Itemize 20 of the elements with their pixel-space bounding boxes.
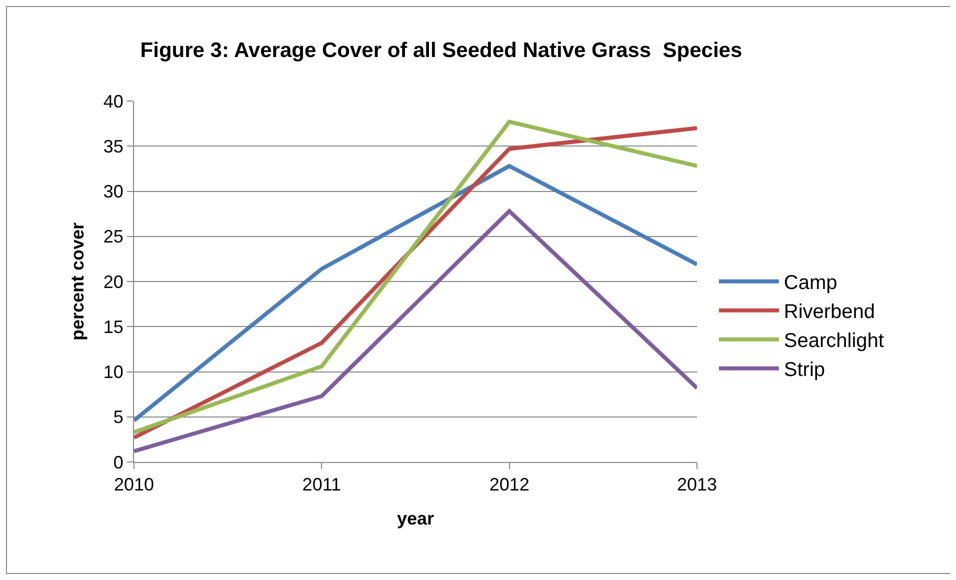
x-axis-title: year: [396, 508, 434, 529]
y-tick-label: 10: [103, 362, 124, 382]
legend-label: Searchlight: [784, 330, 884, 352]
y-tick-label: 0: [113, 452, 124, 472]
y-tick-label: 15: [103, 316, 124, 337]
x-tick-label: 2012: [489, 474, 530, 495]
y-tick-label: 20: [103, 272, 124, 292]
legend-label: Camp: [784, 272, 838, 294]
chart-title: Figure 3: Average Cover of all Seeded Native Grass Species: [140, 38, 742, 62]
x-tick-label: 2010: [114, 474, 154, 495]
y-tick-label: 40: [103, 91, 124, 112]
x-tick-label: 2011: [302, 474, 342, 495]
y-tick-label: 5: [113, 407, 124, 428]
y-tick-label: 30: [103, 182, 124, 202]
x-tick-label: 2013: [676, 474, 718, 495]
y-tick-label: 25: [103, 226, 124, 247]
legend-label: Strip: [784, 359, 826, 382]
y-axis-title: percent cover: [68, 222, 88, 341]
legend-label: Riverbend: [784, 301, 876, 324]
y-tick-label: 35: [103, 136, 124, 156]
